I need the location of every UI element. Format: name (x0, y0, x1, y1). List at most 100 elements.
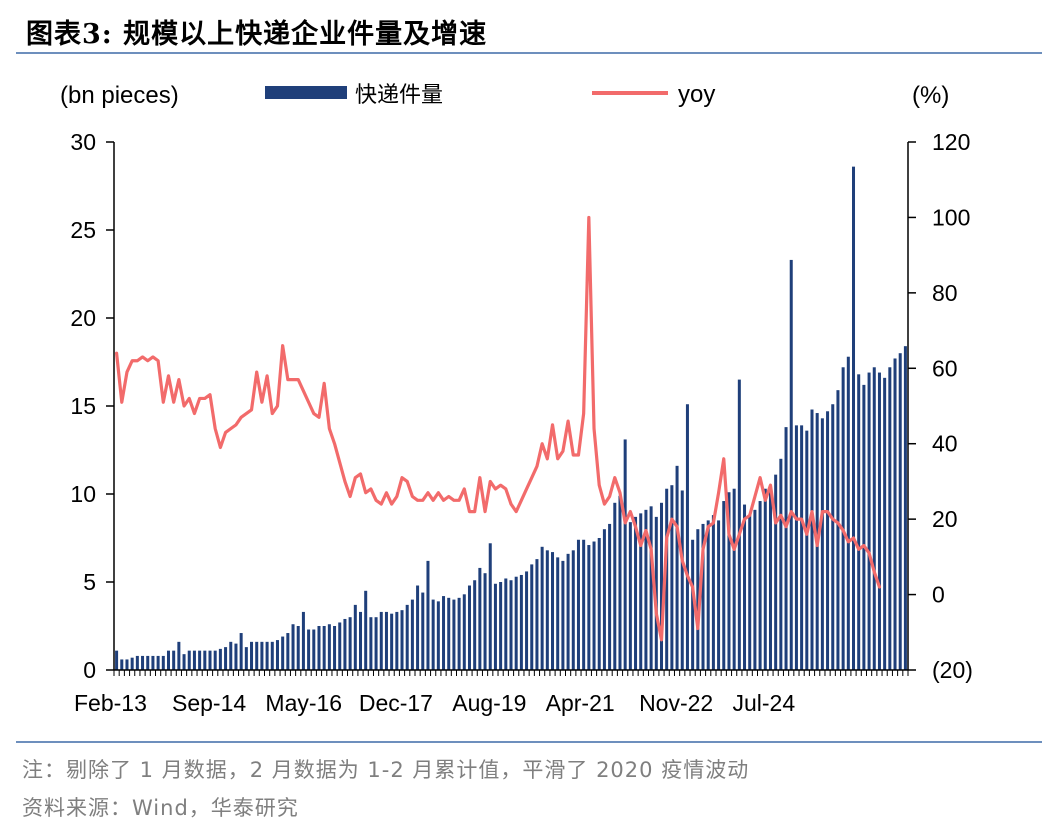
bar (208, 650, 212, 670)
bar (613, 502, 617, 670)
bar (462, 594, 466, 670)
bar (576, 539, 580, 670)
right-tick-label: 20 (932, 506, 958, 532)
bar (711, 515, 715, 670)
bar (753, 509, 757, 670)
axes: 0 5 10 15 20 25 30 (20) 0 20 40 60 80 100 120 Feb-13 Sep… (70, 129, 973, 716)
bar (696, 529, 700, 670)
left-tick-label: 5 (83, 569, 96, 595)
bar (120, 659, 124, 670)
bar (519, 574, 523, 670)
x-tick-label: May-16 (265, 690, 342, 716)
left-tick-label: 0 (83, 657, 96, 683)
bar (872, 367, 876, 670)
bar (748, 515, 752, 670)
bar (602, 529, 606, 670)
right-tick-label: 60 (932, 355, 958, 381)
left-tick-label: 15 (70, 393, 96, 419)
bar (229, 641, 233, 670)
bar (146, 655, 150, 670)
bar (592, 541, 596, 670)
bar (421, 592, 425, 670)
line-series-yoy (114, 215, 882, 642)
bar (665, 488, 669, 670)
legend-label-line: yoy (678, 81, 715, 108)
bar (296, 626, 300, 670)
bar (514, 576, 518, 670)
bar (779, 458, 783, 670)
bar (774, 474, 778, 670)
right-axis-unit: (%) (912, 82, 949, 109)
bar (410, 599, 414, 670)
bar (348, 617, 352, 670)
bar (784, 427, 788, 670)
right-tick-label: 120 (932, 129, 970, 155)
bar (452, 599, 456, 670)
bottom-divider (16, 741, 1042, 743)
bar (400, 610, 404, 670)
x-tick-label: Nov-22 (639, 690, 713, 716)
bar (172, 650, 176, 670)
x-tick-label: Jul-24 (732, 690, 795, 716)
bar (130, 657, 134, 670)
bar (224, 647, 228, 670)
bar (338, 622, 342, 670)
bar (239, 633, 243, 670)
bar (903, 346, 907, 670)
bar (691, 539, 695, 670)
bar (717, 520, 721, 670)
bar (213, 650, 217, 670)
bar (545, 550, 549, 670)
bar (234, 643, 238, 670)
bar (431, 599, 435, 670)
bar (800, 425, 804, 670)
bar (826, 411, 830, 670)
bar (499, 582, 503, 670)
bar (706, 520, 710, 670)
right-tick-label: 40 (932, 431, 958, 457)
bar (623, 439, 627, 670)
bar (488, 543, 492, 670)
footnote: 注：剔除了 1 月数据，2 月数据为 1-2 月累计值，平滑了 2020 疫情波… (22, 758, 750, 782)
bar (737, 379, 741, 670)
bar (852, 166, 856, 670)
bar (810, 409, 814, 670)
legend-label-bar: 快递件量 (355, 82, 443, 107)
bar (265, 641, 269, 670)
x-tick-label: Feb-13 (74, 690, 147, 716)
bar (680, 490, 684, 670)
bar (732, 488, 736, 670)
bar (768, 485, 772, 670)
bar (343, 618, 347, 670)
bar (509, 580, 513, 670)
bar (301, 611, 305, 670)
bar (192, 650, 196, 670)
bar (722, 501, 726, 670)
bar (639, 513, 643, 670)
bar (644, 509, 648, 670)
bar (789, 259, 793, 670)
bar (478, 567, 482, 670)
bar (836, 390, 840, 670)
bar (582, 539, 586, 670)
bar (467, 585, 471, 670)
bar (369, 617, 373, 670)
source-note: 资料来源：Wind，华泰研究 (22, 796, 299, 820)
bar (888, 367, 892, 670)
bar (561, 560, 565, 670)
bar (115, 650, 119, 670)
bar (135, 655, 139, 670)
x-tick-label: Dec-17 (359, 690, 433, 716)
left-tick-label: 25 (70, 217, 96, 243)
bar (447, 597, 451, 670)
bar (416, 585, 420, 670)
bar (384, 611, 388, 670)
left-axis-unit: (bn pieces) (60, 82, 179, 109)
bar (442, 596, 446, 670)
bar (244, 647, 248, 670)
bar (312, 629, 316, 670)
bar (436, 601, 440, 670)
bar (156, 655, 160, 670)
bar (763, 488, 767, 670)
bar (701, 523, 705, 670)
